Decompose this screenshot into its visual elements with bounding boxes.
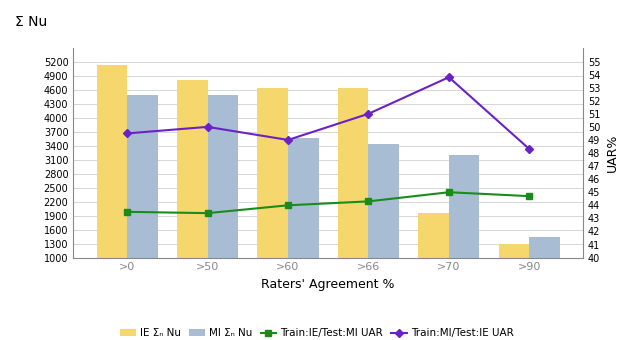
Bar bbox=[449, 155, 479, 304]
Text: Σ Nu: Σ Nu bbox=[15, 15, 48, 29]
Bar bbox=[418, 214, 449, 304]
Bar bbox=[368, 144, 399, 304]
Bar bbox=[338, 88, 368, 304]
Y-axis label: UAR%: UAR% bbox=[606, 134, 619, 172]
X-axis label: Raters' Agreement %: Raters' Agreement % bbox=[261, 278, 395, 291]
Legend: IE Σₙ Nu, MI Σₙ Nu, Train:IE/Test:MI UAR, Train:MI/Test:IE UAR: IE Σₙ Nu, MI Σₙ Nu, Train:IE/Test:MI UAR… bbox=[120, 328, 514, 338]
Bar bbox=[127, 95, 158, 304]
Bar bbox=[96, 65, 127, 304]
Bar bbox=[499, 244, 529, 304]
Bar bbox=[257, 88, 288, 304]
Bar bbox=[288, 138, 318, 304]
Bar bbox=[177, 80, 207, 304]
Bar bbox=[529, 237, 560, 304]
Bar bbox=[207, 95, 238, 304]
